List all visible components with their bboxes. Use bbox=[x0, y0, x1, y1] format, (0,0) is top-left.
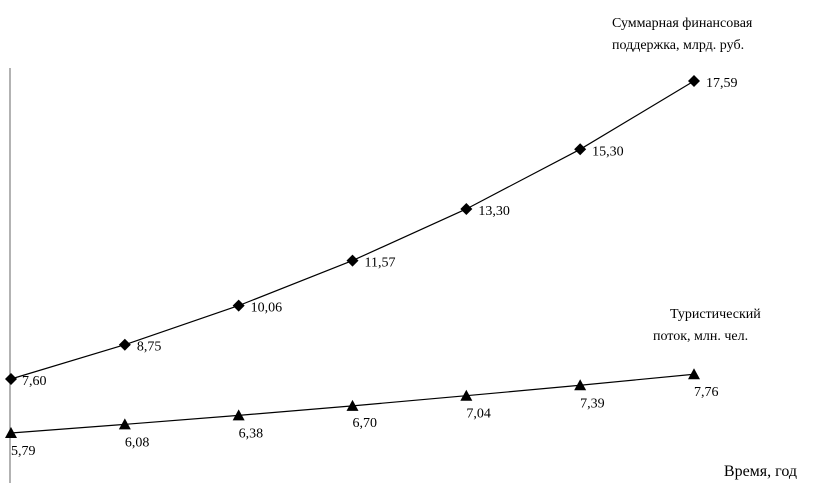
series-0-data-label-4: 13,30 bbox=[478, 204, 510, 219]
series-0: 7,60 8,75 10,06 11,57 13,30 15,30 17,59 bbox=[5, 75, 738, 389]
series-0-point-1 bbox=[118, 338, 131, 351]
series-0-data-label-2: 10,06 bbox=[251, 301, 283, 316]
series-0-point-5 bbox=[574, 143, 587, 156]
series-1-data-label-1: 6,08 bbox=[125, 435, 150, 450]
series-1-point-3 bbox=[346, 399, 359, 411]
series-1-data-label-2: 6,38 bbox=[239, 426, 264, 441]
series-0-point-4 bbox=[460, 202, 473, 215]
series-1: 5,79 6,08 6,38 6,70 7,04 7,39 7,76 bbox=[5, 368, 719, 459]
series-0-legend-line-2: поддержка, млрд. руб. bbox=[612, 38, 744, 53]
series-1-data-label-6: 7,76 bbox=[694, 385, 719, 400]
series-0-point-3 bbox=[346, 254, 359, 267]
series-1-data-label-5: 7,39 bbox=[580, 396, 605, 411]
series-1-point-1 bbox=[118, 418, 131, 430]
series-0-data-label-6: 17,59 bbox=[706, 76, 738, 91]
x-axis-label: Время, год bbox=[724, 463, 797, 480]
series-1-data-label-4: 7,04 bbox=[466, 407, 491, 422]
series-0-legend-line-1: Суммарная финансовая bbox=[612, 16, 753, 31]
series-0-data-label-0: 7,60 bbox=[22, 374, 47, 389]
series-1-legend-line-1: Туристический bbox=[670, 307, 761, 322]
series-1-point-5 bbox=[574, 379, 587, 391]
series-1-point-4 bbox=[460, 389, 473, 401]
series-0-point-0 bbox=[5, 373, 17, 386]
series-1-data-label-0: 5,79 bbox=[11, 444, 36, 459]
series-0-data-label-3: 11,57 bbox=[365, 256, 396, 271]
series-1-legend-line-2: поток, млн. чел. bbox=[653, 329, 748, 344]
series-1-point-6 bbox=[688, 368, 700, 380]
series-0-point-2 bbox=[232, 299, 245, 312]
series-0-point-6 bbox=[688, 75, 700, 87]
series-0-data-label-5: 15,30 bbox=[592, 144, 624, 159]
series-0-data-label-1: 8,75 bbox=[137, 340, 162, 355]
series-1-point-2 bbox=[232, 409, 245, 421]
series-0-line bbox=[10, 80, 695, 380]
series-1-point-0 bbox=[5, 427, 17, 438]
series-1-data-label-3: 6,70 bbox=[353, 416, 378, 431]
series-layer: 7,60 8,75 10,06 11,57 13,30 15,30 17,59 5,79 6,0… bbox=[5, 75, 738, 459]
